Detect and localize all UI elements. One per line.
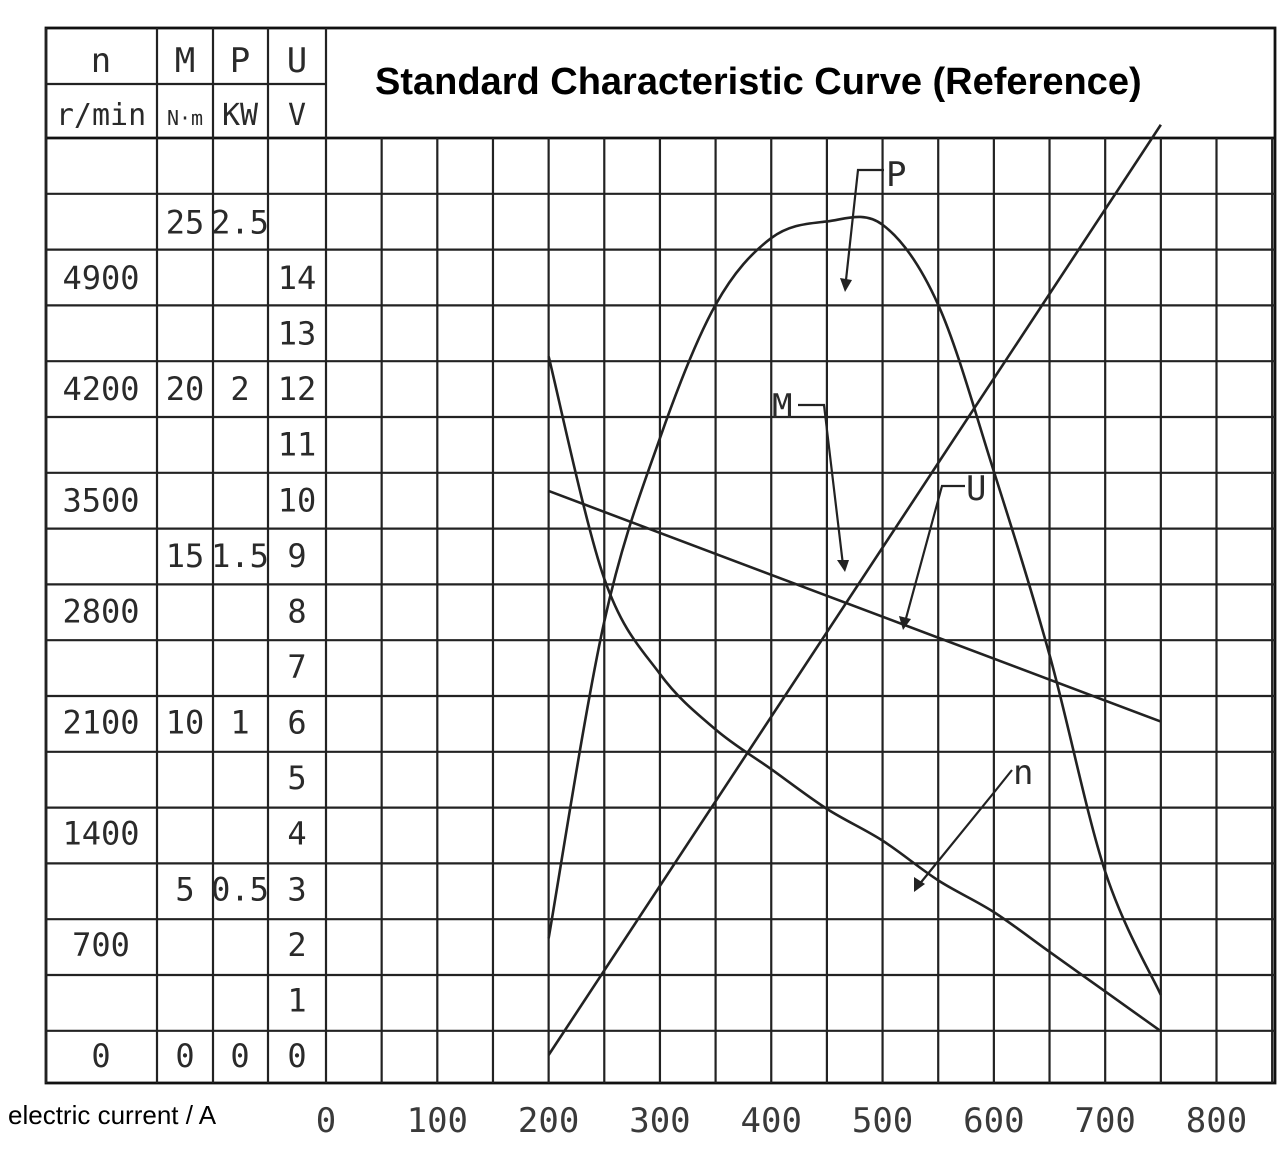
y-tick-label: 4900 bbox=[62, 259, 139, 297]
curves bbox=[547, 124, 1163, 1056]
y-tick-label: 12 bbox=[278, 370, 317, 408]
leader-u bbox=[903, 484, 965, 623]
y-tick-label: 0 bbox=[230, 1037, 249, 1075]
x-tick-label: 400 bbox=[741, 1101, 802, 1141]
x-tick-label: 700 bbox=[1074, 1101, 1135, 1141]
y-tick-label: 14 bbox=[278, 259, 317, 297]
x-axis-label: electric current / A bbox=[8, 1100, 217, 1130]
y-tick-label: 15 bbox=[166, 537, 205, 575]
p-axis-unit-bottom: KW bbox=[222, 98, 259, 133]
x-tick-label: 800 bbox=[1186, 1101, 1247, 1141]
y-tick-label: 20 bbox=[166, 370, 205, 408]
m-axis-unit-top: M bbox=[175, 41, 195, 81]
y-tick-label: 2.5 bbox=[211, 203, 269, 241]
m-axis-unit-bottom: N·m bbox=[167, 106, 203, 130]
y-tick-label: 2 bbox=[230, 370, 249, 408]
y-tick-label: 1400 bbox=[62, 815, 139, 853]
y-tick-label: 4200 bbox=[62, 370, 139, 408]
n-axis-unit-top: n bbox=[91, 41, 111, 81]
x-tick-label: 100 bbox=[407, 1101, 468, 1141]
y-tick-label: 4 bbox=[287, 815, 306, 853]
leader-arrow-m bbox=[837, 560, 849, 572]
y-tick-label: 1 bbox=[287, 981, 306, 1019]
leader-m bbox=[798, 403, 845, 566]
y-tick-label: 2800 bbox=[62, 592, 139, 630]
y-tick-label: 2 bbox=[287, 926, 306, 964]
chart-title: Standard Characteristic Curve (Reference… bbox=[375, 61, 1142, 103]
y-tick-label: 3 bbox=[287, 870, 306, 908]
y-tick-label: 13 bbox=[278, 315, 317, 353]
n-axis-unit-bottom: r/min bbox=[56, 98, 146, 133]
y-tick-label: 5 bbox=[287, 759, 306, 797]
curve-label-p: P bbox=[886, 155, 906, 195]
y-tick-label: 0 bbox=[287, 1037, 306, 1075]
p-axis-unit-top: P bbox=[230, 41, 250, 81]
axis-ticks: 0700140021002800350042004900051015202500… bbox=[62, 203, 1247, 1141]
y-tick-label: 9 bbox=[287, 537, 306, 575]
y-tick-label: 25 bbox=[166, 203, 205, 241]
curve-labels: P M Un bbox=[772, 155, 1033, 892]
y-tick-label: 1 bbox=[230, 704, 249, 742]
leader-p bbox=[844, 168, 884, 281]
y-tick-label: 3500 bbox=[62, 481, 139, 519]
u-axis-unit-bottom: V bbox=[288, 98, 306, 133]
y-tick-label: 0 bbox=[91, 1037, 110, 1075]
x-tick-label: 500 bbox=[852, 1101, 913, 1141]
y-tick-label: 2100 bbox=[62, 704, 139, 742]
curve-m bbox=[547, 124, 1162, 1056]
y-tick-label: 10 bbox=[278, 481, 317, 519]
leader-arrow-p bbox=[840, 278, 852, 292]
curve-label-n: n bbox=[1013, 753, 1033, 793]
y-tick-label: 6 bbox=[287, 704, 306, 742]
leader-arrow-n bbox=[914, 877, 925, 892]
y-tick-label: 0.5 bbox=[211, 870, 269, 908]
y-tick-label: 1.5 bbox=[211, 537, 269, 575]
y-tick-label: 10 bbox=[166, 704, 205, 742]
leader-n bbox=[917, 769, 1013, 887]
curve-n bbox=[547, 356, 1162, 1033]
curve-label-m: M bbox=[772, 387, 792, 427]
leader-arrow-u bbox=[899, 616, 911, 630]
curve-label-u: U bbox=[966, 469, 986, 509]
x-tick-label: 300 bbox=[629, 1101, 690, 1141]
u-axis-unit-top: U bbox=[287, 41, 307, 81]
y-tick-label: 0 bbox=[175, 1037, 194, 1075]
y-tick-label: 11 bbox=[278, 426, 317, 464]
y-tick-label: 700 bbox=[72, 926, 130, 964]
chart-grid bbox=[44, 26, 1277, 1085]
x-tick-label: 0 bbox=[316, 1101, 336, 1141]
y-tick-label: 7 bbox=[287, 648, 306, 686]
x-tick-label: 600 bbox=[963, 1101, 1024, 1141]
curve-p bbox=[547, 215, 1163, 996]
curve-u bbox=[548, 489, 1162, 723]
x-tick-label: 200 bbox=[518, 1101, 579, 1141]
y-tick-label: 5 bbox=[175, 870, 194, 908]
y-tick-label: 8 bbox=[287, 592, 306, 630]
